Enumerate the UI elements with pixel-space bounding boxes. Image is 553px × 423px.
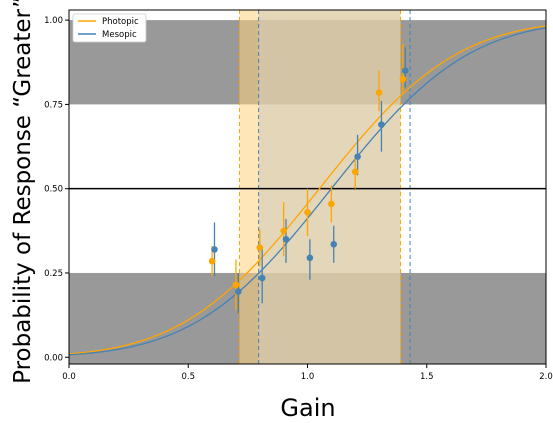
x-ticks: 0.0 0.5 1.0 1.5 2.0: [62, 364, 553, 382]
y-tick-label-4: 1.00: [44, 16, 63, 26]
data-point-mesopic-3: [282, 235, 290, 243]
data-point-photopic-6: [351, 168, 359, 176]
data-point-mesopic-7: [378, 121, 385, 128]
legend: Photopic Mesopic: [72, 13, 147, 43]
interval-shades: [239, 10, 411, 364]
data-point-mesopic-8: [401, 67, 409, 74]
data-point-mesopic-0: [211, 246, 218, 253]
data-point-photopic-7: [375, 89, 383, 96]
x-tick-label-2: 1.0: [301, 372, 315, 382]
data-point-mesopic-5: [330, 241, 338, 248]
data-point-photopic-5: [328, 200, 335, 208]
y-ticks: 0.00 0.25 0.50 0.75 1.00: [44, 16, 69, 363]
x-axis-title: Gain: [280, 394, 335, 422]
data-point-mesopic-6: [354, 153, 361, 160]
data-points: [208, 67, 409, 295]
data-point-photopic-2: [256, 244, 264, 251]
data-point-mesopic-2: [258, 274, 266, 282]
legend-label-photopic: Photopic: [102, 17, 139, 27]
x-tick-label-0: 0.0: [62, 372, 76, 382]
data-point-photopic-8: [399, 75, 407, 83]
y-axis-title: Probability of Response “Greater”: [10, 0, 36, 384]
legend-label-mesopic: Mesopic: [102, 30, 137, 40]
data-point-photopic-4: [304, 208, 311, 216]
y-tick-label-3: 0.75: [44, 100, 63, 110]
data-point-mesopic-1: [235, 288, 242, 295]
data-point-photopic-0: [208, 257, 216, 265]
y-tick-label-1: 0.25: [44, 269, 63, 279]
y-tick-label-2: 0.50: [44, 185, 63, 195]
overlap-interval-shade: [258, 10, 401, 364]
x-tick-label-1: 0.5: [181, 372, 195, 382]
data-point-photopic-1: [232, 281, 240, 289]
x-tick-label-3: 1.5: [420, 372, 434, 382]
x-tick-label-4: 2.0: [539, 372, 553, 382]
data-point-photopic-3: [280, 227, 287, 235]
y-tick-label-0: 0.00: [44, 353, 63, 363]
data-point-mesopic-4: [306, 254, 314, 262]
